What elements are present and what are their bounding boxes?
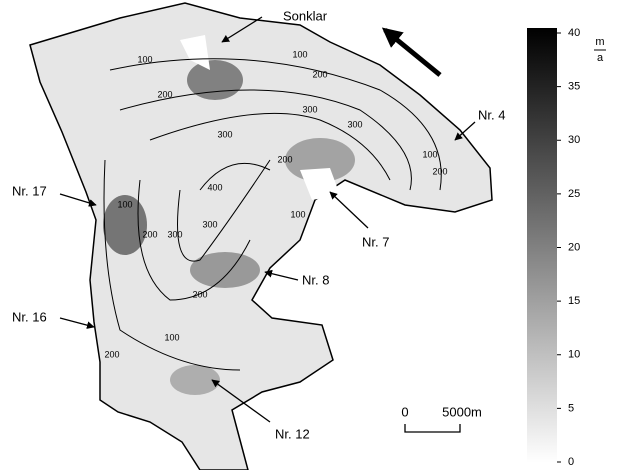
colorbar-tick-label: 20 <box>568 241 580 253</box>
contour-label: 200 <box>104 349 119 359</box>
colorbar-tick-label: 15 <box>568 295 580 307</box>
contour-label: 300 <box>302 104 317 114</box>
colorbar-tick-label: 40 <box>568 27 580 39</box>
scale-end: 5000m <box>442 404 482 419</box>
contour-label: 100 <box>422 149 437 159</box>
contour-label: 300 <box>347 119 362 129</box>
colorbar-tick-label: 10 <box>568 349 580 361</box>
contour-label: 300 <box>167 229 182 239</box>
place-label: Nr. 12 <box>275 426 310 441</box>
unit-numerator: m <box>595 36 604 48</box>
contour-label: 100 <box>117 199 132 209</box>
colorbar-tick-label: 0 <box>568 456 574 468</box>
unit-denominator: a <box>597 52 604 64</box>
place-label: Nr. 16 <box>12 309 47 324</box>
glacier: 100 200 300 100 200 300 300 400 300 200 … <box>30 3 492 470</box>
contour-label: 200 <box>277 154 292 164</box>
colorbar-ramp <box>527 28 557 463</box>
contour-label: 200 <box>157 89 172 99</box>
place-label: Nr. 4 <box>478 107 505 122</box>
place-label: Nr. 17 <box>12 183 47 198</box>
place-label: Sonklar <box>283 8 328 23</box>
scale-start: 0 <box>401 404 408 419</box>
contour-label: 100 <box>164 332 179 342</box>
contour-label: 100 <box>292 49 307 59</box>
scale-bar: 0 5000m <box>401 404 481 432</box>
colorbar-tick-label: 30 <box>568 134 580 146</box>
contour-label: 200 <box>192 289 207 299</box>
map: 100 200 300 100 200 300 300 400 300 200 … <box>0 0 626 470</box>
contour-label: 400 <box>207 182 222 192</box>
colorbar-tick-label: 5 <box>568 402 574 414</box>
contour-label: 100 <box>137 54 152 64</box>
colorbar-tick-label: 35 <box>568 81 580 93</box>
contour-label: 300 <box>217 129 232 139</box>
place-label: Nr. 7 <box>362 234 389 249</box>
colorbar-tick-label: 25 <box>568 188 580 200</box>
place-label: Nr. 8 <box>302 272 329 287</box>
contour-label: 100 <box>290 209 305 219</box>
contour-label: 200 <box>432 166 447 176</box>
contour-label: 200 <box>312 69 327 79</box>
contour-label: 200 <box>142 229 157 239</box>
contour-label: 300 <box>202 219 217 229</box>
colorbar: m a 0 5 10 15 20 25 30 35 40 <box>527 27 606 468</box>
